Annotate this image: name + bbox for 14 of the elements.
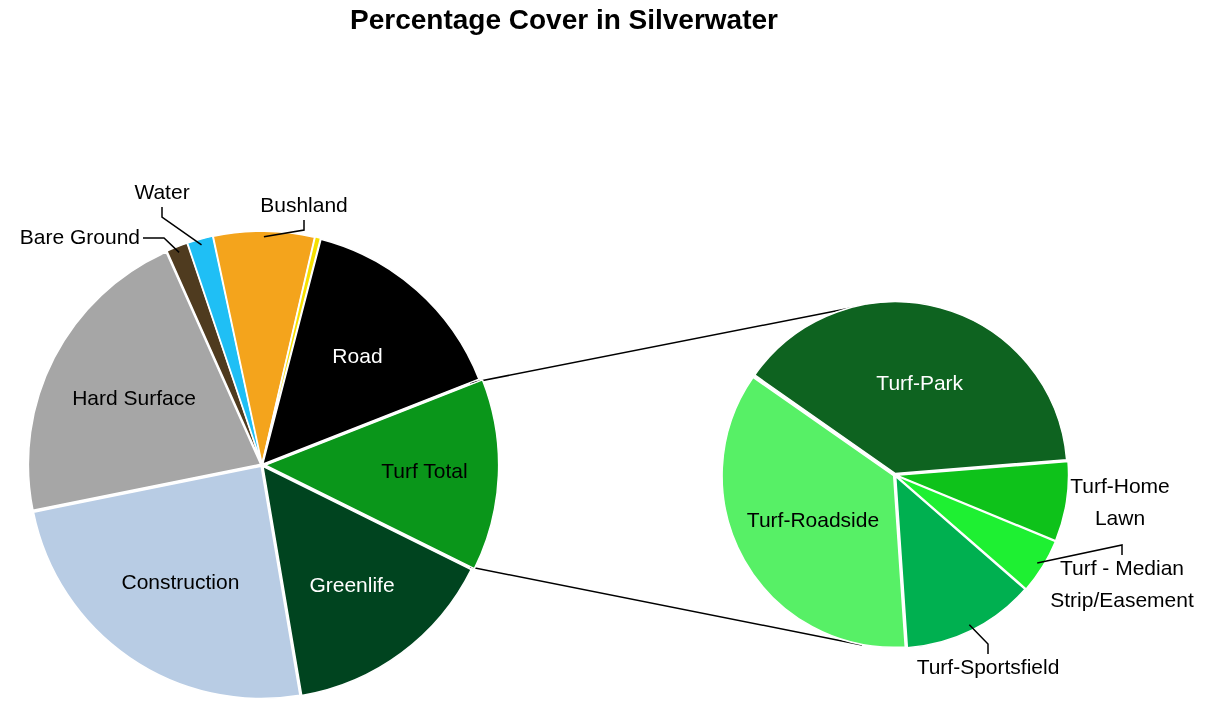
slice-label: Water <box>134 179 190 203</box>
slice-label: Turf - Median Strip/Easement <box>1050 555 1194 611</box>
text: Percentage Cover in Silverwater <box>349 4 779 36</box>
slice-label: Turf Total <box>381 458 468 482</box>
slice-label: Turf-Sportsfield <box>916 654 1060 678</box>
slice-label: Turf-Home Lawn <box>1070 473 1170 529</box>
slice-label: Turf-Park <box>876 370 964 394</box>
slice-label: Greenlife <box>309 572 395 596</box>
slice-label: Turf-Roadside <box>746 508 880 532</box>
slice-label: Bare Ground <box>19 224 140 248</box>
slice-label: Road <box>332 343 383 367</box>
slice-label: Hard Surface <box>72 385 196 409</box>
slice-label: Construction <box>121 570 240 594</box>
slice-label: Bushland <box>260 192 348 216</box>
